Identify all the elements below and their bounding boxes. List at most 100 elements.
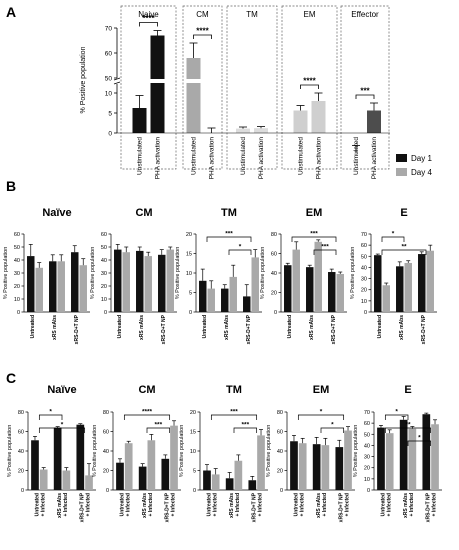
panel-a-ytick-label: 70 xyxy=(105,26,113,33)
panel-b-xtick-label: xRS mAbs xyxy=(399,315,405,340)
panel-a-bar-naive xyxy=(150,35,165,133)
panel-b-bar-tm-day1 xyxy=(221,288,229,312)
panel-c-xtick-label: Untreated xyxy=(206,493,212,516)
panel-c-ytick-label: 10 xyxy=(190,449,196,455)
panel-b-bar-em-day4 xyxy=(292,249,300,312)
panel-b-sig-bracket-em xyxy=(313,249,337,255)
panel-b-bar-cm-day4 xyxy=(144,256,152,312)
panel-c-bar-cm-day4 xyxy=(147,440,156,490)
panel-a-bar-em xyxy=(311,101,326,133)
panel-c-xtick-label: xRS-D+T NP xyxy=(339,492,345,522)
panel-c-xtick-label: xRS-D+T NP xyxy=(252,492,258,522)
panel-b-ytick-label: 0 xyxy=(189,310,192,316)
panel-a-group-title-naive: Naive xyxy=(138,10,159,19)
panel-a-break-band xyxy=(284,79,335,83)
panel-c-sig-label-em: * xyxy=(320,409,323,416)
panel-b-ytick-label: 5 xyxy=(189,291,192,297)
panel-c-xtick-label: xRS mAbs xyxy=(403,493,409,518)
panel-c-sig-bracket-cm xyxy=(146,427,171,433)
panel-b-bar-na-ve-day4 xyxy=(35,267,43,312)
legend: Day 1 Day 4 xyxy=(396,154,432,177)
legend-swatch-day4 xyxy=(396,168,407,176)
panel-c-bar-em-day4 xyxy=(321,445,330,490)
panel-a-sig-label: *** xyxy=(360,87,370,96)
panel-c-bar-na-ve-day4 xyxy=(62,470,71,490)
panel-b-ytick-label: 0 xyxy=(274,310,277,316)
panel-b-ytick-label: 10 xyxy=(101,297,107,303)
panel-c-ylabel: % Positive population xyxy=(353,425,359,478)
panel-c-xtick-label: Untreated xyxy=(380,493,386,516)
panel-b-xtick-label: Untreated xyxy=(202,315,208,338)
panel-c-bar-tm-day4 xyxy=(211,474,220,490)
panel-b-bar-e-day1 xyxy=(418,254,426,312)
panel-c-sig-label-tm: *** xyxy=(242,422,250,429)
panel-b-bar-cm-day1 xyxy=(158,254,166,312)
panel-c-title-em: EM xyxy=(313,384,330,396)
panel-a-ytick-label: 60 xyxy=(105,51,113,58)
panel-a-xtick-label: Unstimulated xyxy=(137,137,144,175)
panel-b-bar-tm-day4 xyxy=(207,288,215,312)
panel-c-ytick-label: 0 xyxy=(106,488,109,494)
panel-c-xtick-label: + Infected xyxy=(299,493,305,516)
panel-a-bar-em xyxy=(293,110,308,133)
panel-c-xtick-label: + Infected xyxy=(386,493,392,516)
panel-c-xtick-label: + Infected xyxy=(86,493,92,516)
panel-c-xtick-label: xRS mAbs xyxy=(57,493,63,518)
panel-b-sig-label-em: *** xyxy=(321,244,329,251)
panel-b-xtick-label: xRS mAbs xyxy=(52,315,58,340)
panel-c-bar-tm-day4 xyxy=(234,460,243,490)
panel-a-break-band xyxy=(123,79,174,83)
panel-c-ylabel: % Positive population xyxy=(266,425,272,478)
panel-c-ytick-label: 70 xyxy=(364,410,370,416)
panel-c-sig-label-na-ve: * xyxy=(61,422,64,429)
panel-b-ytick-label: 30 xyxy=(14,271,20,277)
panel-c-sig-bracket-cm xyxy=(123,414,171,420)
panel-c-bar-tm-day1 xyxy=(225,478,234,490)
panel-a-group-title-tm: TM xyxy=(246,10,258,19)
panel-b-bar-cm-day1 xyxy=(114,249,122,312)
panel-c-bar-na-ve-day1 xyxy=(53,427,62,490)
panel-b-ytick-label: 15 xyxy=(186,252,192,258)
panel-b-ytick-label: 20 xyxy=(14,284,20,290)
panel-b-title-tm: TM xyxy=(221,207,237,219)
panel-b-ytick-label: 30 xyxy=(361,277,367,283)
panel-c-bar-e-day1 xyxy=(399,419,408,490)
panel-c-sig-label-tm: *** xyxy=(230,409,238,416)
panel-c-xtick-label: + Infected xyxy=(432,493,438,516)
panel-b-xtick-label: xRS-D+T NP xyxy=(421,314,427,344)
panel-a-break-band xyxy=(343,79,387,83)
panel-a-xtick-label: PHA activation xyxy=(155,137,162,180)
panel-c-bar-e-day4 xyxy=(385,433,394,490)
panel-a-xtick-label: PHA activation xyxy=(316,137,323,180)
panel-c-bar-em-day1 xyxy=(335,447,344,490)
panel-b-bar-e-day4 xyxy=(426,250,434,312)
panel-c-ytick-label: 40 xyxy=(277,449,283,455)
panel-label-b: B xyxy=(6,178,16,194)
panel-c-xtick-label: xRS mAbs xyxy=(229,493,235,518)
panel-b-charts: Naïve% Positive population0102030405060U… xyxy=(3,207,437,344)
panel-b-bar-em-day4 xyxy=(314,241,322,312)
panel-c-ytick-label: 30 xyxy=(364,455,370,461)
panel-a-ytick-label: 50 xyxy=(105,76,113,83)
panel-b-ytick-label: 20 xyxy=(271,291,277,297)
legend-label-day4: Day 4 xyxy=(411,168,432,177)
panel-a-ytick-label: 0 xyxy=(108,131,112,138)
panel-a-group-title-cm: CM xyxy=(196,10,209,19)
panel-a-break-band xyxy=(185,79,220,83)
panel-a-ylabel: % Positive population xyxy=(80,46,87,113)
panel-a-ytick-label: 10 xyxy=(105,91,113,98)
panel-b-sig-bracket-e xyxy=(381,236,405,242)
panel-a-sig-bracket xyxy=(355,94,375,99)
panel-b-bar-tm-day1 xyxy=(243,296,251,312)
panel-b-ytick-label: 40 xyxy=(101,258,107,264)
panel-c-xtick-label: + Infected xyxy=(212,493,218,516)
panel-a-xtick-label: Unstimulated xyxy=(298,137,305,175)
panel-c-xtick-label: + Infected xyxy=(409,493,415,516)
panel-b-ytick-label: 60 xyxy=(271,252,277,258)
panel-c-ytick-label: 0 xyxy=(367,488,370,494)
legend-swatch-day1 xyxy=(396,154,407,162)
panel-a-xtick-label: Unstimulated xyxy=(353,137,360,175)
panel-c-ytick-label: 40 xyxy=(103,449,109,455)
panel-b-ytick-label: 20 xyxy=(186,232,192,238)
panel-b-ytick-label: 10 xyxy=(14,297,20,303)
